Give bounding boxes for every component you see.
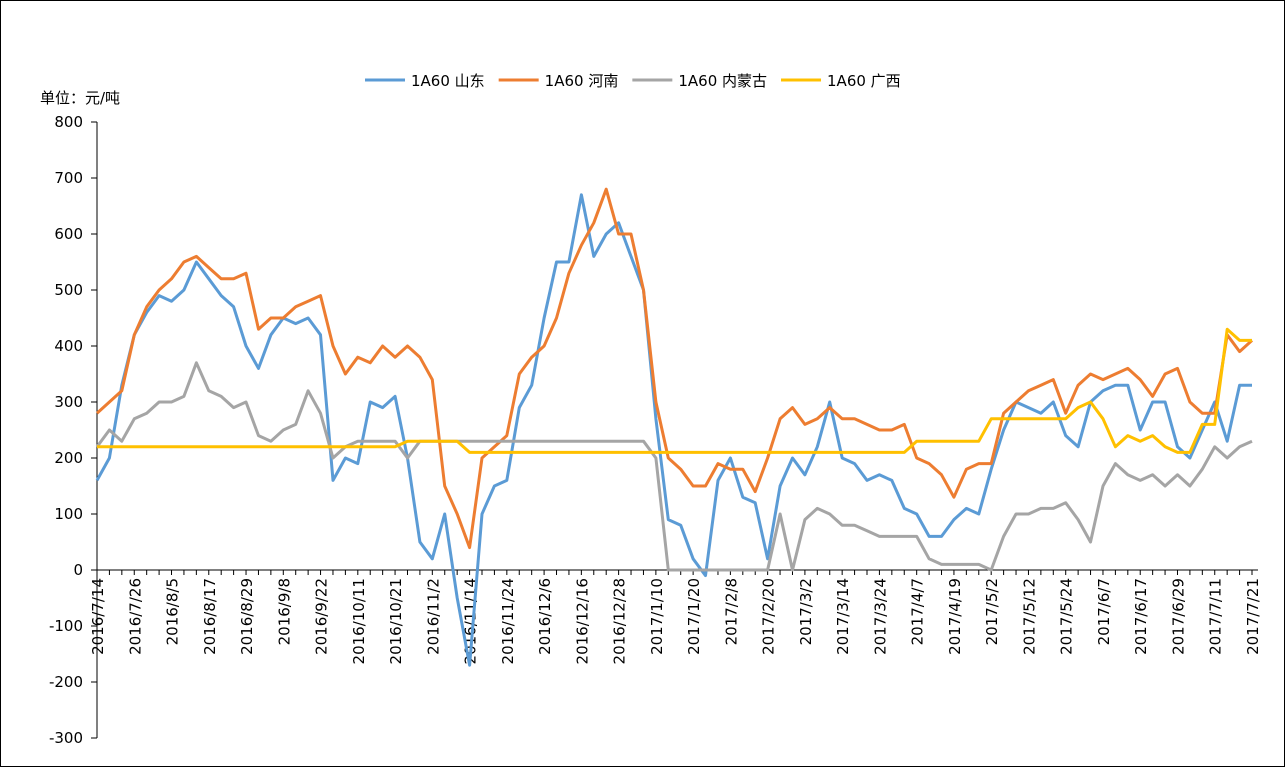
legend-label: 1A60 河南 <box>545 72 619 90</box>
y-tick-label: 800 <box>54 113 83 131</box>
x-tick-label: 2017/3/24 <box>871 578 889 655</box>
x-tick-label: 2016/8/29 <box>238 578 256 655</box>
y-tick-label: 100 <box>54 505 83 523</box>
x-tick-label: 2017/5/2 <box>983 578 1001 645</box>
x-tick-label: 2016/8/17 <box>201 578 219 655</box>
legend: 1A60 山东 1A60 河南 1A60 内蒙古 1A60 广西 <box>365 72 901 90</box>
y-tick-label: 300 <box>54 393 83 411</box>
x-tick-label: 2016/12/6 <box>536 578 554 655</box>
x-tick-label: 2016/10/21 <box>387 578 405 664</box>
x-tick-label: 2017/5/12 <box>1020 578 1038 655</box>
x-tick-label: 2017/7/11 <box>1207 578 1225 655</box>
y-tick-label: 0 <box>73 561 83 579</box>
y-tick-label: -100 <box>49 617 83 635</box>
x-tick-label: 2017/6/17 <box>1132 578 1150 655</box>
legend-label: 1A60 广西 <box>827 72 901 90</box>
x-tick-label: 2017/2/20 <box>760 578 778 655</box>
x-tick-label: 2017/5/24 <box>1058 578 1076 655</box>
x-tick-label: 2017/1/20 <box>685 578 703 655</box>
x-tick-label: 2016/7/26 <box>126 578 144 655</box>
x-tick-label: 2017/1/10 <box>648 578 666 655</box>
x-tick-label: 2016/9/22 <box>313 578 331 655</box>
y-tick-label: 200 <box>54 449 83 467</box>
x-tick-label: 2016/7/14 <box>89 578 107 655</box>
series-line <box>95 187 1254 550</box>
x-tick-label: 2016/12/28 <box>611 578 629 664</box>
x-tick-label: 2016/11/2 <box>424 578 442 655</box>
x-tick-label: 2016/12/16 <box>573 578 591 664</box>
x-tick-label: 2016/9/8 <box>275 578 293 645</box>
x-tick-label: 2017/7/21 <box>1244 578 1262 655</box>
series-line <box>95 361 1253 572</box>
x-tick-label: 2017/3/2 <box>797 578 815 645</box>
x-tick-label: 2017/4/7 <box>909 578 927 645</box>
y-tick-label: 400 <box>54 337 83 355</box>
y-axis-label: 单位：元/吨 <box>40 89 120 107</box>
x-tick-label: 2017/6/29 <box>1169 578 1187 655</box>
x-tick-label: 2017/6/7 <box>1095 578 1113 645</box>
x-tick-label: 2016/8/5 <box>164 578 182 645</box>
y-tick-label: -300 <box>49 729 83 747</box>
x-tick-label: 2016/10/11 <box>350 578 368 664</box>
legend-label: 1A60 内蒙古 <box>678 72 767 90</box>
y-tick-label: 600 <box>54 225 83 243</box>
x-tick-label: 2016/11/24 <box>499 578 517 664</box>
x-tick-label: 2017/2/8 <box>722 578 740 645</box>
y-tick-label: 700 <box>54 169 83 187</box>
x-tick-label: 2017/3/14 <box>834 578 852 655</box>
y-tick-label: -200 <box>49 673 83 691</box>
series-line <box>97 327 1252 454</box>
x-tick-label: 2017/4/19 <box>946 578 964 655</box>
legend-label: 1A60 山东 <box>411 72 485 90</box>
y-tick-label: 500 <box>54 281 83 299</box>
